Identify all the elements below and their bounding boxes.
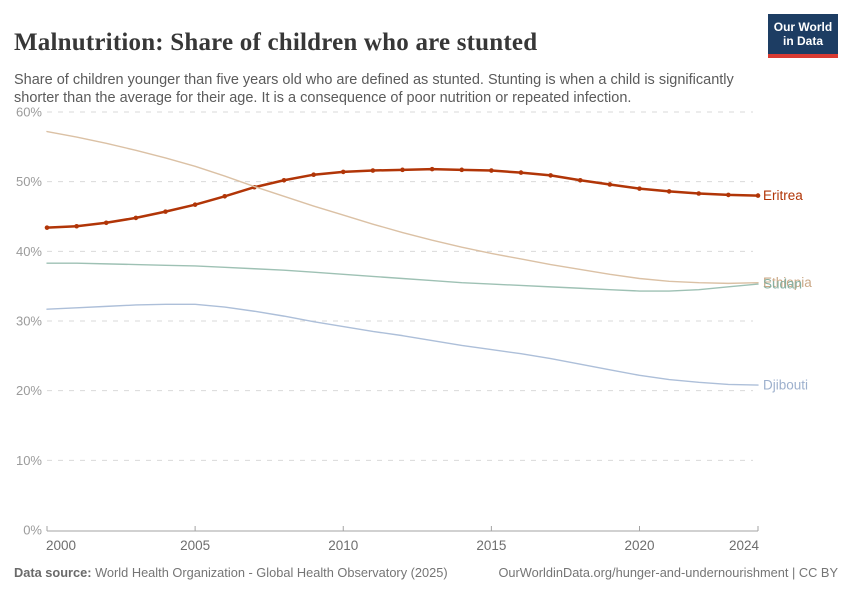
data-source: Data source: World Health Organization -…: [14, 565, 448, 580]
data-point-eritrea[interactable]: [133, 215, 139, 221]
owid-logo-line2: in Data: [782, 34, 823, 49]
y-tick-label: 60%: [16, 105, 42, 120]
chart-footer: Data source: World Health Organization -…: [14, 565, 838, 580]
series-line-eritrea[interactable]: [45, 167, 760, 229]
data-point-eritrea[interactable]: [281, 177, 287, 183]
data-point-eritrea[interactable]: [163, 209, 168, 214]
series-line-sudan[interactable]: [46, 262, 759, 292]
data-point-eritrea[interactable]: [726, 192, 731, 198]
x-tick-label: 2024: [729, 538, 760, 553]
x-tick-label: 2005: [180, 538, 210, 553]
owid-logo[interactable]: Our World in Data: [768, 14, 838, 58]
series-label-djibouti[interactable]: Djibouti: [763, 378, 808, 393]
data-point-eritrea[interactable]: [370, 168, 376, 173]
data-point-eritrea[interactable]: [44, 225, 50, 230]
data-point-eritrea[interactable]: [311, 172, 316, 177]
series-label-ethiopia[interactable]: Ethiopia: [763, 275, 812, 290]
data-point-eritrea[interactable]: [696, 191, 702, 196]
data-point-eritrea[interactable]: [459, 167, 465, 173]
x-tick-label: 2015: [476, 538, 506, 553]
data-point-eritrea[interactable]: [222, 193, 228, 199]
series-label-eritrea[interactable]: Eritrea: [763, 188, 803, 203]
data-point-eritrea[interactable]: [518, 170, 524, 175]
data-point-eritrea[interactable]: [666, 189, 672, 194]
series-line-djibouti[interactable]: [46, 303, 759, 386]
data-point-eritrea[interactable]: [637, 186, 642, 191]
data-source-text: World Health Organization - Global Healt…: [91, 565, 448, 580]
y-tick-label: 40%: [16, 244, 42, 259]
data-point-eritrea[interactable]: [74, 223, 79, 229]
data-point-eritrea[interactable]: [340, 169, 346, 175]
y-tick-label: 0%: [23, 523, 42, 538]
data-point-eritrea[interactable]: [489, 168, 494, 173]
data-point-eritrea[interactable]: [577, 177, 583, 183]
owid-logo-line1: Our World: [773, 20, 833, 34]
data-point-eritrea[interactable]: [755, 193, 761, 198]
data-point-eritrea[interactable]: [103, 220, 109, 226]
y-tick-label: 10%: [16, 453, 42, 468]
x-tick-label: 2010: [328, 538, 358, 553]
y-tick-label: 50%: [16, 174, 42, 189]
x-tick-label: 2020: [624, 538, 654, 553]
data-point-eritrea[interactable]: [607, 182, 613, 187]
series-label-sudan[interactable]: Sudan: [763, 277, 802, 292]
data-point-eritrea[interactable]: [429, 166, 435, 172]
y-tick-label: 30%: [16, 314, 42, 329]
data-source-label: Data source:: [14, 565, 92, 580]
data-point-eritrea[interactable]: [548, 173, 553, 178]
chart-subtitle: Share of children younger than five year…: [14, 71, 734, 107]
data-point-eritrea[interactable]: [192, 202, 198, 207]
y-tick-label: 20%: [16, 383, 42, 398]
owid-link[interactable]: OurWorldinData.org/hunger-and-undernouri…: [498, 565, 838, 580]
page-title: Malnutrition: Share of children who are …: [14, 28, 538, 56]
x-tick-label: 2000: [46, 538, 76, 553]
series-line-ethiopia[interactable]: [46, 130, 759, 285]
data-point-eritrea[interactable]: [400, 167, 405, 173]
